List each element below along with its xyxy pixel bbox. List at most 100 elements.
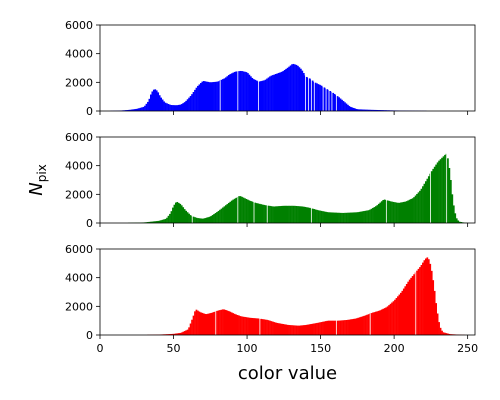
histogram-bar [297,206,299,223]
histogram-bar [436,162,439,223]
histogram-bar [245,198,248,223]
histogram-bar [344,212,346,223]
histogram-bar [261,204,264,223]
histogram-bar [326,212,329,223]
histogram-bar [292,325,295,335]
histogram-bar [317,84,320,112]
histogram-bar [207,217,210,223]
histogram-bar [172,333,174,335]
histogram-bar [242,316,245,335]
histogram-bar [342,320,345,335]
histogram-bar [164,218,167,223]
histogram-bar [138,108,140,111]
histogram-bar [233,198,236,223]
histogram-bar [425,181,427,223]
histogram-bar [414,195,417,223]
histogram-bar [304,75,306,111]
histogram-bar [216,81,218,111]
histogram-bar [335,320,336,335]
histogram-bar [275,74,277,111]
histogram-bar [323,321,326,335]
histogram-bar [369,109,371,111]
histogram-bar [282,324,285,335]
histogram-bar [264,319,267,335]
histogram-bar [245,72,248,111]
histogram-bar [236,71,238,111]
histogram-bar [314,323,317,335]
histogram-bar [291,64,293,111]
histogram-bar [319,210,321,223]
histogram-bar [200,83,202,111]
histogram-bar [386,200,389,223]
histogram-bar [192,92,195,111]
histogram-bar [252,318,255,335]
histogram-bar [280,323,283,335]
histogram-bar [222,79,224,111]
histogram-bar [194,89,196,111]
histogram-bar [322,211,324,223]
histogram-bar [151,221,154,223]
histogram-bar [282,71,285,111]
histogram-bar [414,272,416,335]
histogram-bar [216,212,218,223]
histogram-bar [177,202,180,223]
histogram-bar [289,205,292,223]
histogram-bar [279,206,282,223]
histogram-bar [413,197,415,223]
histogram-bar [319,84,321,111]
histogram-bar [219,209,221,223]
histogram-bar [305,207,308,223]
histogram-bar [332,320,335,335]
histogram-bar [302,206,305,223]
histogram-bar [326,320,329,335]
histogram-bar [376,109,379,111]
histogram-bar [336,96,339,111]
histogram-bar [316,83,318,111]
histogram-bar [382,200,385,223]
histogram-bar [311,208,314,223]
histogram-bar [252,79,255,111]
histogram-bar [155,90,158,111]
histogram-bar [164,102,167,111]
histogram-bar [400,202,402,223]
histogram-bar [410,198,412,223]
histogram-bar [191,94,193,111]
histogram-bar [235,314,237,335]
histogram-bar [288,325,290,335]
histogram-bar [375,109,377,111]
histogram-bar [395,202,398,223]
histogram-bar [238,71,240,111]
histogram-bar [241,196,243,223]
histogram-bar [364,210,367,223]
histogram-bar [291,205,293,223]
histogram-bar [210,82,212,111]
histogram-bar [277,206,280,223]
histogram-panel-2: 0 2000 4000 6000 [65,131,476,230]
histogram-bar [132,109,135,111]
histogram-bar [333,320,336,335]
histogram-bar [266,319,268,335]
histogram-bar [288,66,290,111]
histogram-bar [348,212,351,223]
histogram-bar [351,212,354,223]
histogram-bar [180,104,183,111]
histogram-bar [254,202,257,223]
histogram-bar [363,315,365,335]
histogram-bar [201,218,204,223]
histogram-bar [277,72,280,111]
histogram-bar [358,109,361,111]
histogram-bar [394,299,396,335]
histogram-bar [300,206,302,223]
histogram-bar [423,183,426,223]
histogram-bar [344,102,346,111]
histogram-bar [355,109,358,111]
histogram-bar [197,85,199,111]
histogram-bar [357,317,360,335]
histogram-bar [248,74,251,111]
x-tick-label: 100 [237,342,258,355]
histogram-bar [273,74,276,111]
histogram-bar [244,316,246,335]
histogram-bar [188,213,190,223]
histogram-bar [404,201,407,223]
